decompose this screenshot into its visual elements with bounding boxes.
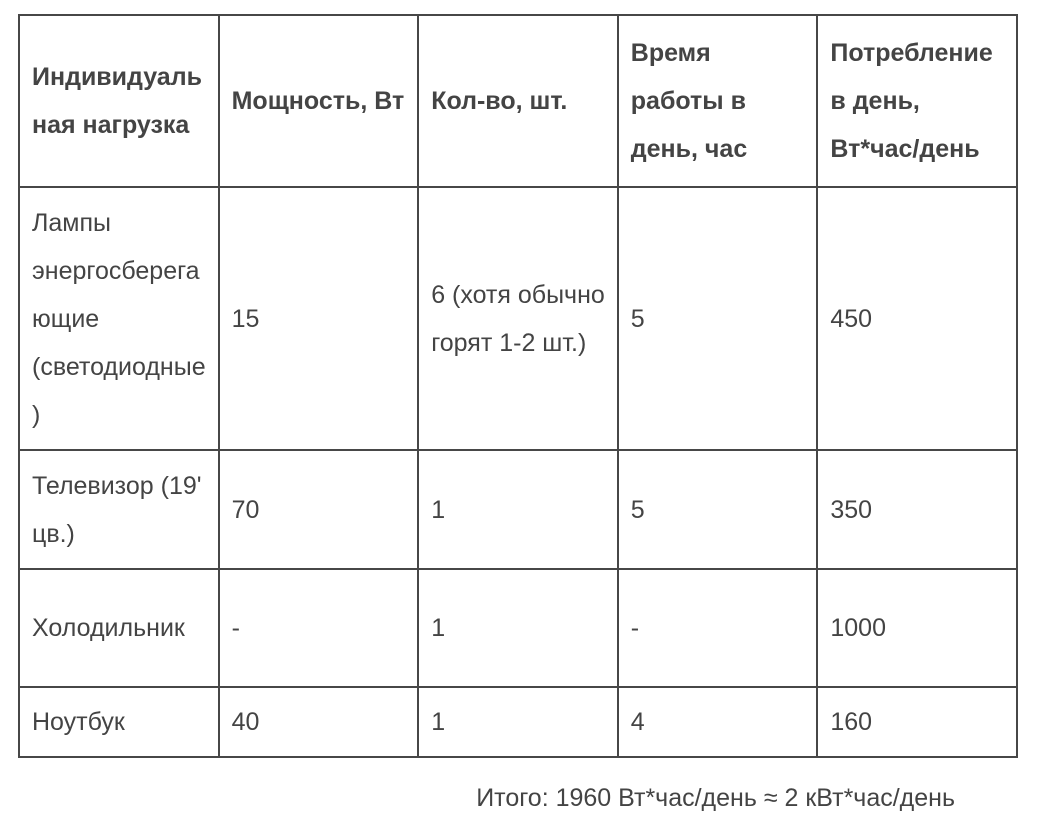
cell-power: - bbox=[217, 568, 420, 688]
cell-hours: 4 bbox=[616, 686, 819, 758]
energy-consumption-table: Индивидуальная нагрузка Мощность, Вт Кол… bbox=[18, 14, 1018, 758]
header-load: Индивидуальная нагрузка bbox=[18, 14, 220, 188]
cell-load: Телевизор (19' цв.) bbox=[18, 449, 220, 570]
table-row: Телевизор (19' цв.) 70 1 5 350 bbox=[18, 449, 1018, 570]
header-power: Мощность, Вт bbox=[217, 14, 420, 188]
table-header-row: Индивидуальная нагрузка Мощность, Вт Кол… bbox=[18, 14, 1018, 188]
header-consumption: Потребление в день, Вт*час/день bbox=[816, 14, 1018, 188]
cell-consumption: 350 bbox=[816, 449, 1018, 570]
cell-quantity: 6 (хотя обычно горят 1-2 шт.) bbox=[417, 186, 619, 451]
total-summary: Итого: 1960 Вт*час/день ≈ 2 кВт*час/день bbox=[476, 784, 955, 812]
cell-power: 15 bbox=[217, 186, 420, 451]
header-hours: Время работы в день, час bbox=[616, 14, 819, 188]
cell-consumption: 1000 bbox=[816, 568, 1018, 688]
cell-quantity: 1 bbox=[417, 568, 619, 688]
cell-hours: - bbox=[616, 568, 819, 688]
table-row: Холодильник - 1 - 1000 bbox=[18, 568, 1018, 688]
cell-power: 70 bbox=[217, 449, 420, 570]
cell-load: Лампы энергосберегающие (светодиодные) bbox=[18, 186, 220, 451]
table-row: Ноутбук 40 1 4 160 bbox=[18, 686, 1018, 758]
cell-hours: 5 bbox=[616, 449, 819, 570]
table-row: Лампы энергосберегающие (светодиодные) 1… bbox=[18, 186, 1018, 451]
cell-consumption: 160 bbox=[816, 686, 1018, 758]
cell-quantity: 1 bbox=[417, 449, 619, 570]
cell-power: 40 bbox=[217, 686, 420, 758]
header-quantity: Кол-во, шт. bbox=[417, 14, 619, 188]
cell-hours: 5 bbox=[616, 186, 819, 451]
cell-load: Холодильник bbox=[18, 568, 220, 688]
cell-consumption: 450 bbox=[816, 186, 1018, 451]
cell-quantity: 1 bbox=[417, 686, 619, 758]
cell-load: Ноутбук bbox=[18, 686, 220, 758]
